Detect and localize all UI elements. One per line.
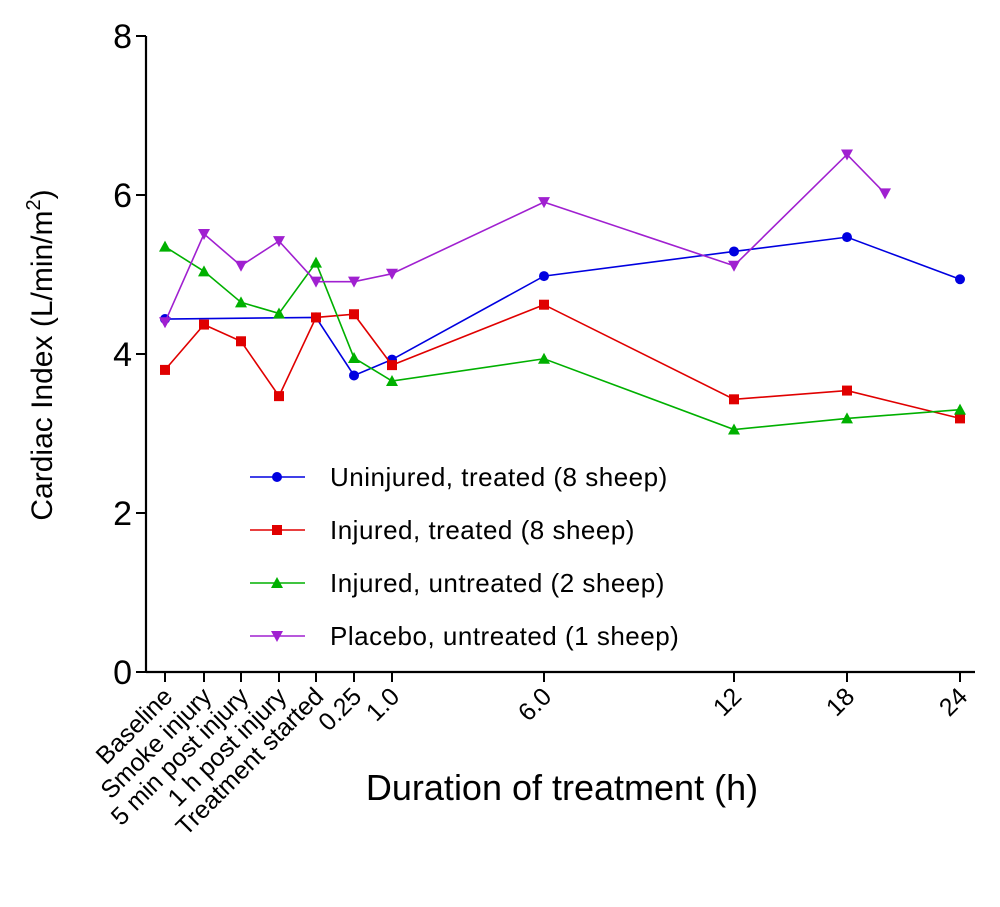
legend-item: Uninjured, treated (8 sheep) bbox=[250, 462, 668, 492]
legend-marker bbox=[271, 631, 283, 642]
series-4 bbox=[159, 149, 891, 329]
series-line bbox=[164, 303, 961, 420]
data-point bbox=[349, 309, 359, 320]
data-point bbox=[236, 336, 246, 347]
data-point bbox=[198, 228, 210, 240]
data-point bbox=[274, 391, 284, 402]
series-2 bbox=[160, 299, 965, 424]
x-axis-title: Duration of treatment (h) bbox=[366, 767, 758, 808]
series-3 bbox=[159, 240, 966, 435]
data-point bbox=[159, 317, 171, 329]
data-point bbox=[729, 246, 739, 257]
data-point bbox=[387, 360, 397, 371]
legend-label: Uninjured, treated (8 sheep) bbox=[330, 462, 668, 492]
data-point bbox=[539, 299, 549, 310]
y-axis-title: Cardiac Index (L/min/m2) bbox=[23, 189, 59, 520]
data-point bbox=[842, 385, 852, 396]
data-point bbox=[160, 364, 170, 375]
data-point bbox=[235, 296, 247, 308]
x-tick-label: 1.0 bbox=[361, 682, 405, 726]
legend-item: Placebo, untreated (1 sheep) bbox=[250, 621, 679, 651]
y-tick-label: 0 bbox=[113, 654, 132, 692]
data-point bbox=[310, 276, 322, 288]
y-tick-label: 2 bbox=[113, 495, 132, 533]
data-point bbox=[955, 413, 965, 424]
x-tick-label: 24 bbox=[934, 682, 974, 722]
legend-label: Injured, treated (8 sheep) bbox=[330, 515, 635, 545]
y-axis-title-superscript: 2 bbox=[23, 199, 45, 210]
legend-label: Placebo, untreated (1 sheep) bbox=[330, 621, 679, 651]
data-point bbox=[955, 274, 965, 285]
data-point bbox=[311, 312, 321, 323]
x-tick-label: 6.0 bbox=[513, 682, 557, 726]
y-tick-label: 6 bbox=[113, 177, 132, 215]
x-tick-label: 0.25 bbox=[313, 682, 367, 736]
y-tick-label: 4 bbox=[113, 336, 132, 374]
legend-item: Injured, untreated (2 sheep) bbox=[250, 568, 665, 598]
y-tick-label: 8 bbox=[113, 18, 132, 56]
series-1 bbox=[160, 232, 965, 381]
data-point bbox=[728, 423, 740, 435]
legend-item: Injured, treated (8 sheep) bbox=[250, 515, 635, 545]
data-point bbox=[386, 268, 398, 280]
data-point bbox=[348, 276, 360, 288]
data-point bbox=[349, 370, 359, 381]
data-point bbox=[386, 375, 398, 387]
data-point bbox=[538, 197, 550, 209]
data-point bbox=[273, 307, 285, 319]
data-point bbox=[841, 149, 853, 161]
data-point bbox=[235, 260, 247, 272]
plot-area bbox=[159, 149, 966, 435]
data-point bbox=[539, 271, 549, 282]
data-point bbox=[159, 240, 171, 252]
series-line bbox=[164, 153, 886, 323]
x-tick-label: 18 bbox=[821, 682, 860, 721]
legend-label: Injured, untreated (2 sheep) bbox=[330, 568, 665, 598]
legend-marker bbox=[272, 472, 282, 482]
data-point bbox=[729, 394, 739, 405]
data-point bbox=[199, 319, 209, 330]
legend-marker bbox=[272, 525, 282, 535]
y-axis-title-close: ) bbox=[26, 189, 59, 199]
data-point bbox=[538, 352, 550, 364]
data-point bbox=[310, 256, 322, 268]
data-point bbox=[841, 412, 853, 424]
legend: Uninjured, treated (8 sheep) Injured, tre… bbox=[250, 462, 679, 651]
data-point bbox=[348, 351, 360, 363]
data-point bbox=[198, 265, 210, 277]
legend-marker bbox=[271, 577, 283, 588]
data-point bbox=[879, 188, 891, 200]
y-axis-ticks: 0 2 4 6 8 bbox=[113, 18, 146, 692]
series-line bbox=[164, 236, 961, 377]
data-point bbox=[273, 236, 285, 248]
data-point bbox=[842, 232, 852, 243]
data-point bbox=[954, 403, 966, 415]
data-point bbox=[728, 260, 740, 272]
x-tick-label: 12 bbox=[708, 682, 747, 721]
